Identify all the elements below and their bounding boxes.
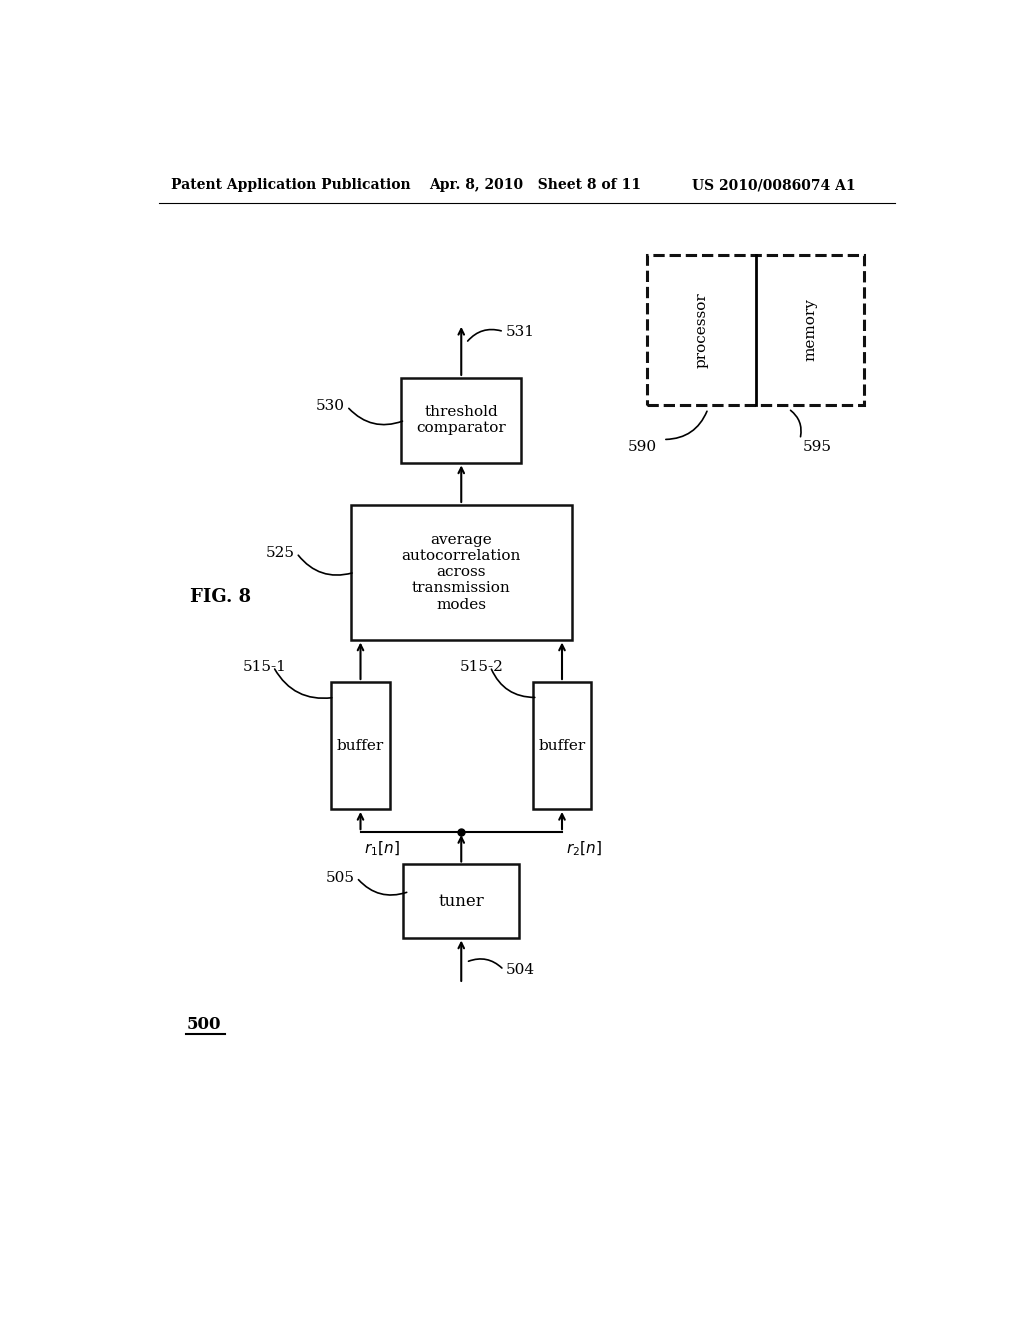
Text: US 2010/0086074 A1: US 2010/0086074 A1 [692,178,856,193]
Text: 531: 531 [506,325,536,339]
Text: 590: 590 [628,440,657,454]
Text: $r_1[n]$: $r_1[n]$ [365,840,400,858]
Text: 525: 525 [265,546,295,560]
Text: buffer: buffer [539,738,586,752]
Text: FIG. 8: FIG. 8 [190,589,251,606]
Text: $r_2[n]$: $r_2[n]$ [566,840,602,858]
Text: 505: 505 [326,871,354,884]
Text: 500: 500 [186,1016,220,1034]
Bar [351,506,571,640]
Text: 515-1: 515-1 [243,660,286,673]
Bar [647,255,864,405]
Text: average
autocorrelation
across
transmission
modes: average autocorrelation across transmiss… [401,533,521,611]
Text: tuner: tuner [438,892,484,909]
Text: 515-2: 515-2 [460,660,503,673]
Text: 595: 595 [802,440,831,454]
Text: 530: 530 [316,400,345,413]
Bar [401,378,521,462]
Text: memory: memory [803,298,817,362]
Text: buffer: buffer [337,738,384,752]
Text: Patent Application Publication: Patent Application Publication [171,178,411,193]
Bar [403,865,519,937]
Text: threshold
comparator: threshold comparator [417,405,506,436]
Bar [532,682,591,809]
Text: Apr. 8, 2010   Sheet 8 of 11: Apr. 8, 2010 Sheet 8 of 11 [429,178,641,193]
Text: processor: processor [694,292,709,367]
Bar [332,682,389,809]
Text: 504: 504 [506,964,536,977]
